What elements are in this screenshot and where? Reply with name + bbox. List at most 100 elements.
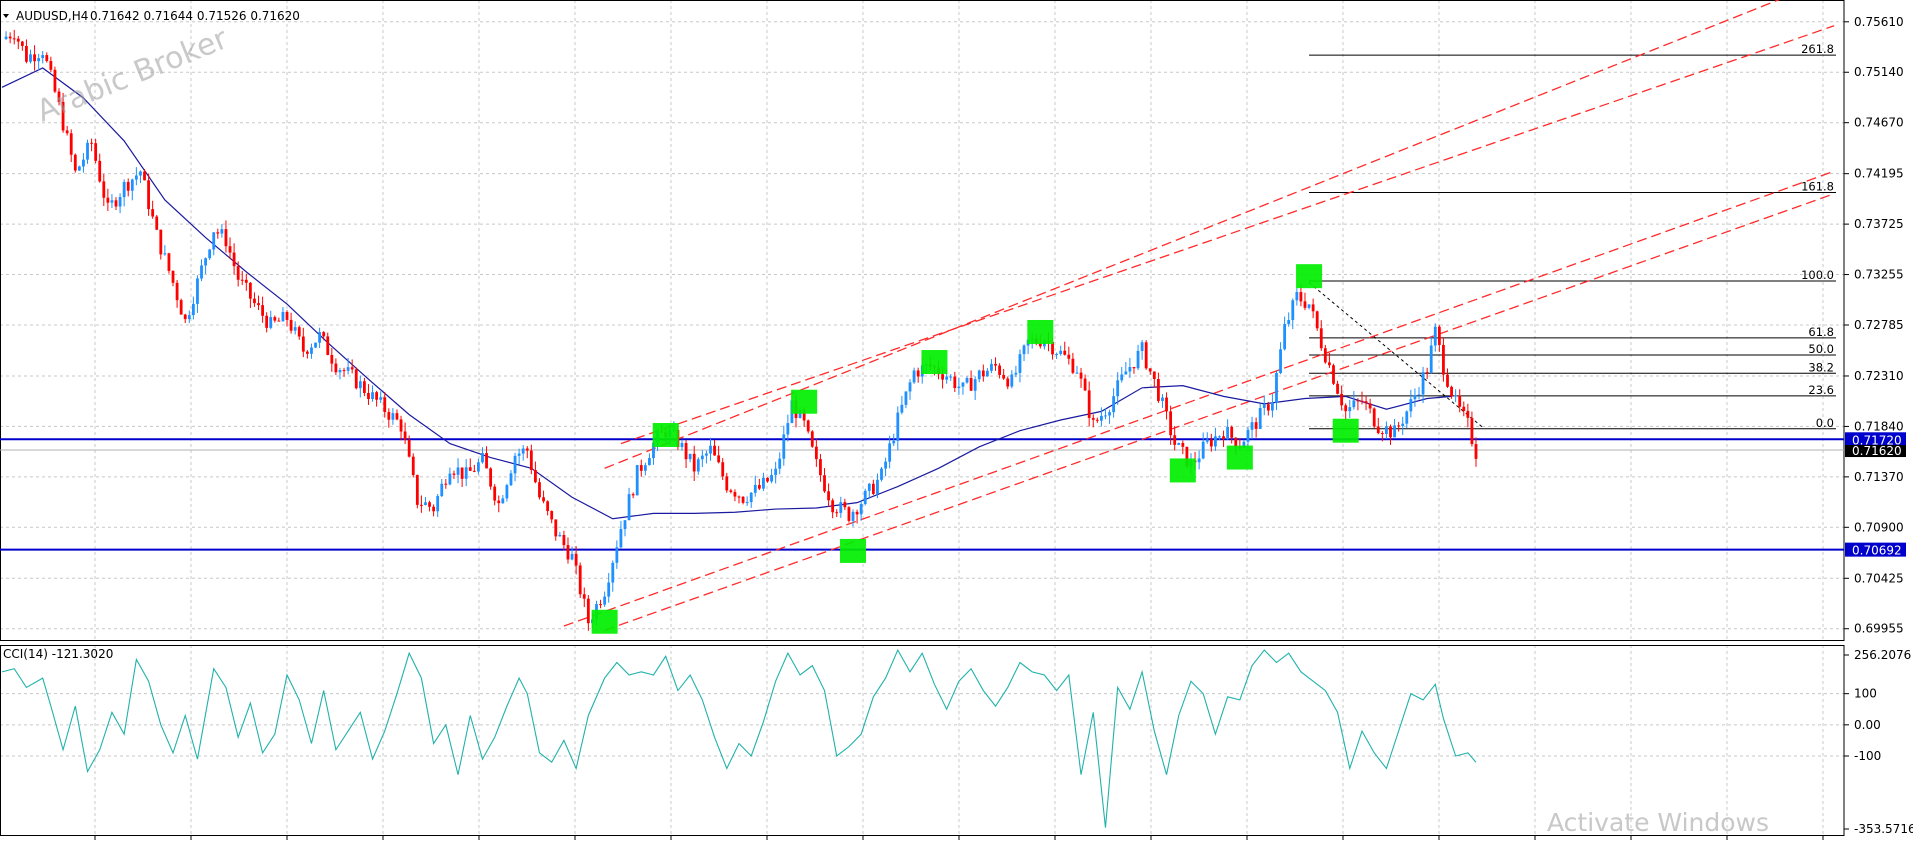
- candle-body: [1014, 372, 1018, 375]
- candle-body: [876, 479, 879, 494]
- candle-body: [415, 475, 419, 505]
- candle-body: [159, 229, 163, 255]
- candle-body: [1437, 326, 1441, 345]
- candle-body: [151, 209, 155, 217]
- candle-body: [684, 443, 688, 460]
- candle-body: [1128, 367, 1132, 372]
- candle-body: [175, 282, 179, 301]
- candle-body: [411, 456, 415, 476]
- candle-body: [1059, 350, 1063, 354]
- candle-body: [179, 300, 183, 315]
- candle-body: [525, 448, 529, 451]
- watermark: Arabic Broker: [32, 21, 233, 130]
- candle-body: [1083, 378, 1087, 391]
- candle-body: [770, 475, 773, 482]
- candle-body: [709, 445, 712, 454]
- pivot-marker: [1169, 458, 1196, 483]
- candle-body: [468, 467, 472, 471]
- fib-level-label: 38.2: [1808, 360, 1834, 374]
- candle-body: [8, 36, 12, 39]
- candle-body: [477, 462, 480, 472]
- candle-body: [810, 431, 814, 447]
- candle-body: [603, 596, 607, 605]
- price-tick-label: 0.71840: [1854, 419, 1904, 433]
- candle-body: [990, 363, 993, 371]
- candle-body: [578, 565, 582, 595]
- candle-body: [855, 511, 859, 515]
- candle-body: [1246, 429, 1250, 442]
- candle-body: [301, 336, 305, 352]
- candle-body: [1466, 410, 1470, 418]
- pivot-marker: [1226, 445, 1253, 470]
- candle-body: [1372, 408, 1376, 427]
- candle-body: [1104, 415, 1107, 417]
- channel-line: [620, 25, 1835, 445]
- fib-level-label: 261.8: [1801, 42, 1834, 56]
- fibonacci-retracement[interactable]: 261.8 161.8 100.0 61.8 50.0 38.2 23.6 0.0: [1308, 42, 1836, 430]
- candle-body: [1148, 368, 1152, 372]
- candle-body: [757, 484, 761, 489]
- price-tick-label: 0.74195: [1854, 167, 1904, 181]
- candle-body: [957, 386, 961, 389]
- candle-body: [745, 502, 749, 504]
- candle-body: [1442, 344, 1445, 375]
- candle-body: [904, 391, 908, 405]
- pivot-marker: [1296, 264, 1323, 289]
- price-tick-label: 0.71370: [1854, 470, 1904, 484]
- cci-series-line: [1, 648, 1477, 828]
- candle-body: [1173, 435, 1177, 445]
- candle-body: [1214, 436, 1217, 447]
- candle-body: [102, 181, 106, 198]
- candle-body: [1315, 311, 1319, 329]
- current-price-badge: [1845, 445, 1906, 458]
- pivot-marker: [791, 389, 818, 414]
- candle-body: [705, 453, 708, 456]
- candle-body: [729, 490, 733, 493]
- candle-body: [1266, 404, 1270, 411]
- candle-body: [1197, 458, 1201, 463]
- candle-body: [448, 473, 452, 485]
- candle-body: [261, 305, 264, 316]
- candle-body: [1344, 405, 1348, 412]
- candle-body: [1307, 304, 1311, 308]
- candle-body: [204, 258, 207, 266]
- candle-body: [485, 453, 488, 469]
- candle-body: [285, 312, 289, 320]
- candle-body: [305, 351, 309, 354]
- candle-body: [1099, 415, 1103, 421]
- candle-body: [1087, 390, 1091, 418]
- candle-body: [1254, 422, 1258, 429]
- candle-body: [269, 317, 273, 328]
- candle-body: [953, 376, 957, 389]
- candle-body: [1450, 386, 1453, 397]
- candle-body: [1364, 401, 1368, 404]
- candle-body: [1458, 395, 1462, 407]
- candle-body: [330, 354, 334, 364]
- candle-body: [1303, 301, 1307, 308]
- candle-body: [20, 41, 24, 46]
- candle-body: [314, 342, 317, 348]
- candle-body: [819, 459, 822, 476]
- candle-body: [1120, 374, 1124, 381]
- candle-body: [1275, 373, 1278, 403]
- candle-body: [912, 370, 916, 383]
- candle-body: [566, 545, 570, 560]
- candle-body: [86, 142, 89, 160]
- cci-line: [1, 648, 1477, 828]
- channel-lines[interactable]: [563, 0, 1835, 631]
- fib-level-label: 100.0: [1801, 268, 1834, 282]
- candle-body: [1038, 343, 1042, 347]
- candle-body: [538, 482, 541, 498]
- dropdown-triangle-icon[interactable]: [3, 14, 9, 18]
- candle-body: [1140, 342, 1144, 351]
- candle-body: [631, 494, 635, 496]
- candle-body: [851, 511, 855, 521]
- candle-body: [749, 492, 753, 503]
- candle-body: [98, 160, 102, 182]
- candle-body: [147, 180, 150, 210]
- candle-body: [969, 378, 973, 391]
- candle-body: [554, 519, 558, 537]
- candle-body: [550, 511, 554, 520]
